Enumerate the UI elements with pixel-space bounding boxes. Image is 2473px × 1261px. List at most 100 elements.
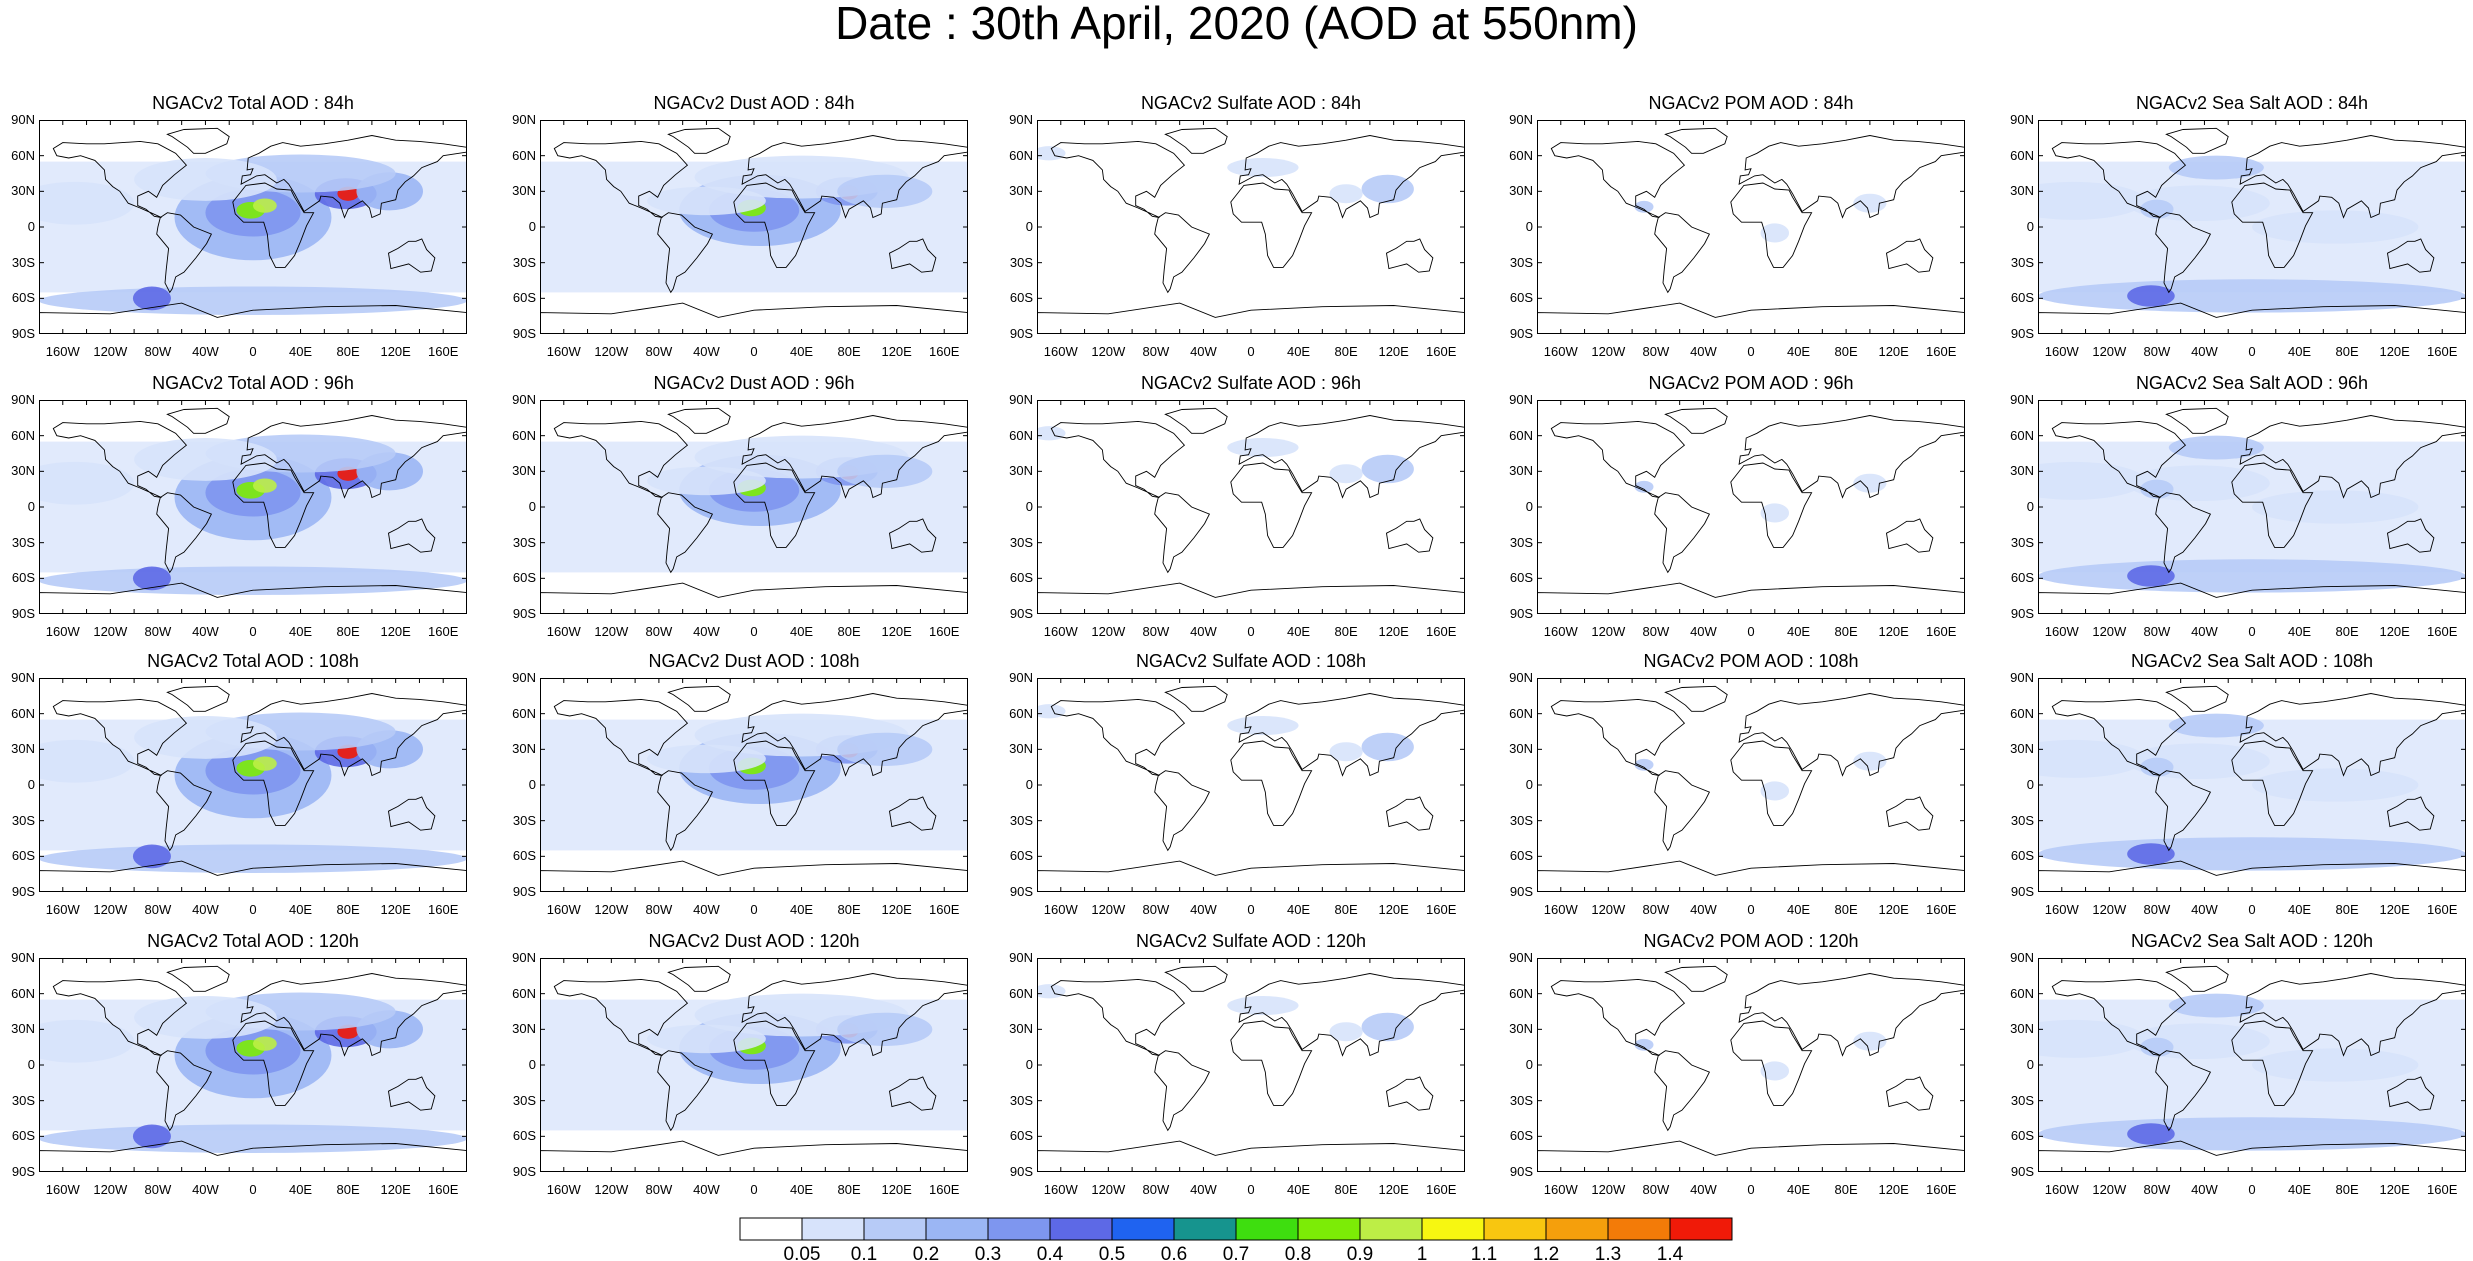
lat-tick-label: 0: [2026, 499, 2034, 514]
lon-tick-label: 40W: [1690, 1182, 1717, 1197]
panel-title: NGACv2 Sulfate AOD : 96h: [1140, 373, 1362, 393]
lon-tick-label: 0: [2248, 344, 2256, 359]
colorbar-swatch: [925, 1217, 989, 1241]
lat-tick-label: 60N: [512, 705, 536, 721]
lat-tick-label: 30S: [1509, 254, 1533, 270]
colorbar-swatch: [1049, 1217, 1113, 1241]
colorbar-swatch: [987, 1217, 1051, 1241]
lat-tick-label: 90N: [1509, 112, 1533, 127]
coastline-eurasia: [240, 415, 467, 499]
coastline-greenland: [1664, 685, 1728, 712]
coastline-antarctica: [1037, 1140, 1465, 1172]
aod-contour: [2127, 843, 2175, 865]
coastline-antarctica: [1037, 302, 1465, 334]
ocean-background: [1537, 400, 1965, 614]
aod-contour: [647, 744, 766, 774]
colorbar-label: 0.2: [913, 1244, 939, 1261]
lat-tick-label: 30S: [512, 254, 536, 270]
panel-title: NGACv2 Dust AOD : 96h: [653, 373, 855, 393]
lon-tick-label: 40W: [693, 624, 720, 639]
coastline-antarctica: [2038, 860, 2466, 892]
lat-tick-label: 60S: [2010, 848, 2034, 864]
coastline-australia: [889, 1076, 937, 1111]
aod-contour: [2252, 490, 2419, 524]
aod-contour: [132, 1124, 171, 1149]
lon-tick-label: 120E: [380, 344, 411, 359]
lat-tick-label: 30S: [512, 812, 536, 828]
lon-tick-label: 160W: [1543, 344, 1578, 359]
aod-contour: [1037, 704, 1066, 719]
lon-tick-label: 80W: [2143, 902, 2171, 917]
lon-tick-label: 160E: [2427, 902, 2458, 917]
colorbar-label: 1: [1417, 1244, 1428, 1261]
panel-title: NGACv2 POM AOD : 84h: [1648, 93, 1854, 113]
colorbar-label: 0.1: [851, 1244, 877, 1261]
aod-contour: [1361, 1012, 1414, 1042]
colorbar-swatch: [1173, 1217, 1237, 1241]
lat-tick-label: 0: [27, 499, 35, 514]
lat-tick-label: 60S: [1009, 1128, 1033, 1144]
lat-tick-label: 90N: [512, 112, 536, 127]
aod-contour: [1227, 716, 1299, 736]
coastline-greenland: [2165, 965, 2229, 992]
lon-tick-label: 160E: [1926, 1182, 1957, 1197]
coastline-eurasia: [2239, 135, 2466, 219]
lat-tick-label: 60N: [11, 985, 35, 1001]
lon-tick-label: 0: [1747, 624, 1755, 639]
lat-tick-label: 60N: [1509, 705, 1533, 721]
lat-tick-label: 60N: [2010, 427, 2034, 443]
aod-contour: [1853, 193, 1887, 213]
aod-contour: [39, 566, 467, 595]
lat-tick-label: 60S: [2010, 570, 2034, 586]
aod-contour: [134, 158, 277, 201]
panel-title: NGACv2 Dust AOD : 84h: [653, 93, 855, 113]
coastline-africa: [2231, 1020, 2314, 1106]
lat-tick-label: 60S: [2010, 290, 2034, 306]
lat-tick-label: 90S: [2010, 1164, 2034, 1179]
lon-tick-label: 120W: [1091, 1182, 1126, 1197]
lon-tick-label: 0: [750, 624, 758, 639]
aod-contour: [2127, 285, 2175, 307]
coastline-americaS: [1654, 770, 1711, 852]
coastline-greenland: [166, 965, 230, 992]
coastline-americaN: [1550, 140, 1686, 218]
panel-title: NGACv2 Sea Salt AOD : 96h: [2135, 373, 2369, 393]
lon-tick-label: 40W: [192, 902, 219, 917]
aod-contour: [647, 466, 766, 496]
lon-tick-label: 0: [1247, 1182, 1255, 1197]
coastline-greenland: [2165, 685, 2229, 712]
coastline-antarctica: [1537, 860, 1965, 892]
lat-tick-label: 30N: [1509, 1021, 1533, 1037]
lat-tick-label: 0: [1025, 1057, 1033, 1072]
map-panel: [2038, 120, 2466, 334]
coastline-americaS: [1154, 770, 1211, 852]
lon-tick-label: 0: [2248, 902, 2256, 917]
coastline-greenland: [1164, 127, 1228, 154]
lat-tick-label: 60N: [2010, 705, 2034, 721]
lon-tick-label: 80E: [2335, 344, 2359, 359]
aod-contour: [1227, 438, 1299, 458]
lon-tick-label: 120E: [380, 902, 411, 917]
aod-contour: [1634, 480, 1654, 493]
aod-contour: [39, 844, 467, 873]
figure-title: Date : 30th April, 2020 (AOD at 550nm): [835, 0, 1638, 49]
aod-contour: [1760, 503, 1790, 523]
coastline-antarctica: [540, 582, 968, 614]
aod-contour: [1634, 758, 1654, 771]
coastline-americaS: [156, 1050, 213, 1132]
lon-tick-label: 160E: [1926, 624, 1957, 639]
lat-tick-label: 30S: [2010, 812, 2034, 828]
coastline-africa: [2231, 740, 2314, 826]
lon-tick-label: 40E: [789, 1182, 814, 1197]
coastline-africa: [733, 1020, 816, 1106]
coastline-americaS: [1654, 492, 1711, 574]
lon-tick-label: 120W: [2092, 1182, 2127, 1197]
lon-tick-label: 40E: [1286, 902, 1311, 917]
lat-tick-label: 60S: [1509, 570, 1533, 586]
lon-tick-label: 120W: [2092, 624, 2127, 639]
lon-tick-label: 160W: [1543, 1182, 1578, 1197]
lon-tick-label: 40E: [288, 344, 313, 359]
coastline-americaN: [553, 698, 689, 776]
colorbar-label: 1.1: [1471, 1244, 1497, 1261]
lon-tick-label: 80W: [144, 344, 172, 359]
